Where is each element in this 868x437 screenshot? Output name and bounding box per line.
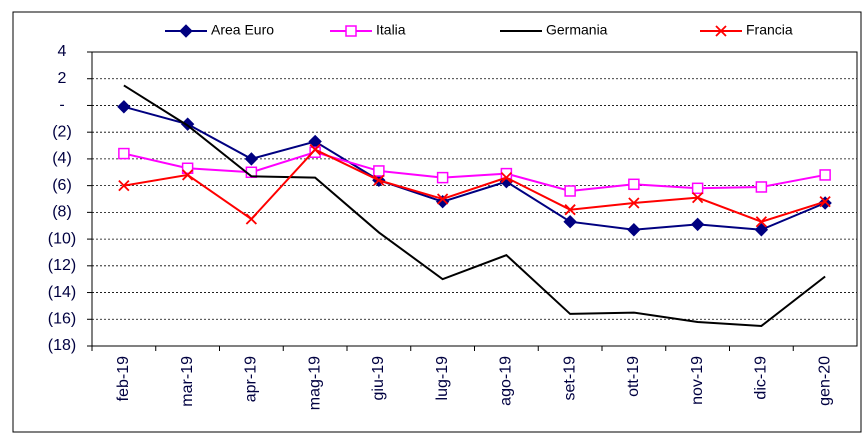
- y-tick-label: (14): [48, 284, 76, 301]
- x-tick-label: ott-19: [625, 356, 642, 397]
- x-tick-label: giu-19: [370, 356, 387, 401]
- series-line: [123, 84, 826, 327]
- point: [755, 181, 768, 193]
- legend-marker: [345, 25, 357, 37]
- y-tick-label: (2): [52, 123, 72, 140]
- y-tick-label: -: [59, 97, 64, 114]
- y-tick-label: (16): [48, 310, 76, 327]
- point: [436, 171, 449, 184]
- y-tick-label: 4: [58, 43, 67, 60]
- legend-label: Italia: [376, 22, 406, 38]
- point: [245, 213, 258, 225]
- point: [118, 147, 130, 160]
- point: [563, 215, 577, 229]
- x-tick-label: feb-19: [115, 356, 132, 401]
- point: [436, 193, 449, 205]
- point: [690, 217, 705, 232]
- y-tick-label: (18): [48, 337, 76, 354]
- legend-label: Francia: [746, 22, 793, 38]
- point: [373, 174, 385, 186]
- point: [181, 162, 194, 175]
- series-line: [123, 151, 826, 192]
- point: [309, 143, 321, 156]
- point: [117, 100, 131, 114]
- y-tick-label: 2: [58, 70, 67, 87]
- x-tick-label: mar-19: [179, 356, 196, 407]
- point: [818, 196, 832, 210]
- point: [373, 165, 385, 177]
- x-tick-label: apr-19: [243, 356, 260, 402]
- point: [628, 197, 640, 209]
- y-tick-label: (10): [48, 230, 76, 247]
- point: [691, 192, 704, 204]
- legend-marker: [179, 24, 193, 38]
- point: [181, 169, 194, 181]
- series-line: [123, 105, 826, 231]
- legend-label: Area Euro: [211, 22, 274, 38]
- x-tick-label: nov-19: [689, 356, 706, 405]
- point: [564, 204, 576, 216]
- y-tick-label: (6): [52, 177, 72, 194]
- point: [819, 196, 831, 208]
- x-tick-label: lug-19: [434, 356, 451, 401]
- y-tick-label: (8): [52, 204, 72, 221]
- x-tick-label: mag-19: [306, 356, 323, 410]
- x-tick-label: ago-19: [498, 356, 515, 406]
- y-tick-label: (4): [52, 150, 72, 167]
- point: [118, 179, 130, 192]
- point: [244, 152, 259, 166]
- x-tick-label: gen-20: [816, 356, 833, 406]
- point: [564, 185, 576, 197]
- point: [691, 182, 704, 195]
- series-line: [123, 148, 826, 223]
- legend-marker: [715, 25, 727, 37]
- point: [500, 171, 513, 184]
- legend-label: Germania: [546, 22, 608, 38]
- x-tick-label: set-19: [561, 356, 578, 401]
- x-tick-label: dic-19: [753, 356, 770, 400]
- y-tick-label: (12): [48, 257, 76, 274]
- point: [755, 216, 768, 228]
- point: [819, 169, 831, 181]
- point: [628, 178, 640, 191]
- chart-border: [12, 11, 862, 433]
- point: [627, 223, 641, 237]
- point: [754, 223, 769, 237]
